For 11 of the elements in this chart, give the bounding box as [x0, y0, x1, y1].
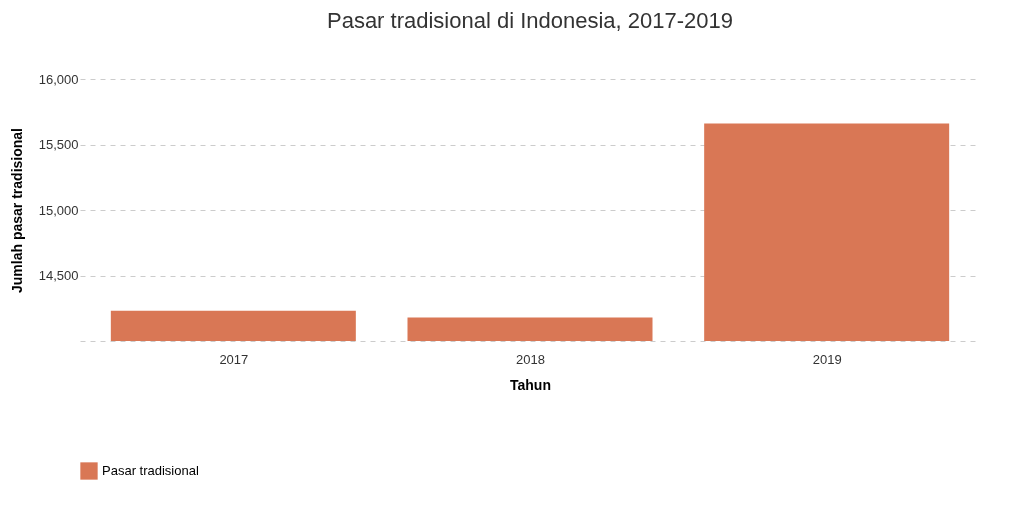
x-tick-label: 2019 — [812, 351, 842, 367]
y-tick-label: 15,000 — [38, 202, 79, 218]
x-tick-label: 2017 — [219, 351, 249, 367]
y-tick-label: 16,000 — [38, 71, 79, 87]
x-tick-label: 2018 — [516, 351, 545, 367]
chart-title: Pasar tradisional di Indonesia, 2017-2019 — [326, 8, 734, 33]
x-axis-title: Tahun — [510, 376, 551, 393]
legend-label: Pasar tradisional — [102, 463, 199, 478]
y-tick-label: 15,500 — [38, 137, 79, 152]
y-tick-label: 14,500 — [38, 268, 79, 283]
y-axis-title: Jumlah pasar tradisional — [8, 128, 25, 293]
